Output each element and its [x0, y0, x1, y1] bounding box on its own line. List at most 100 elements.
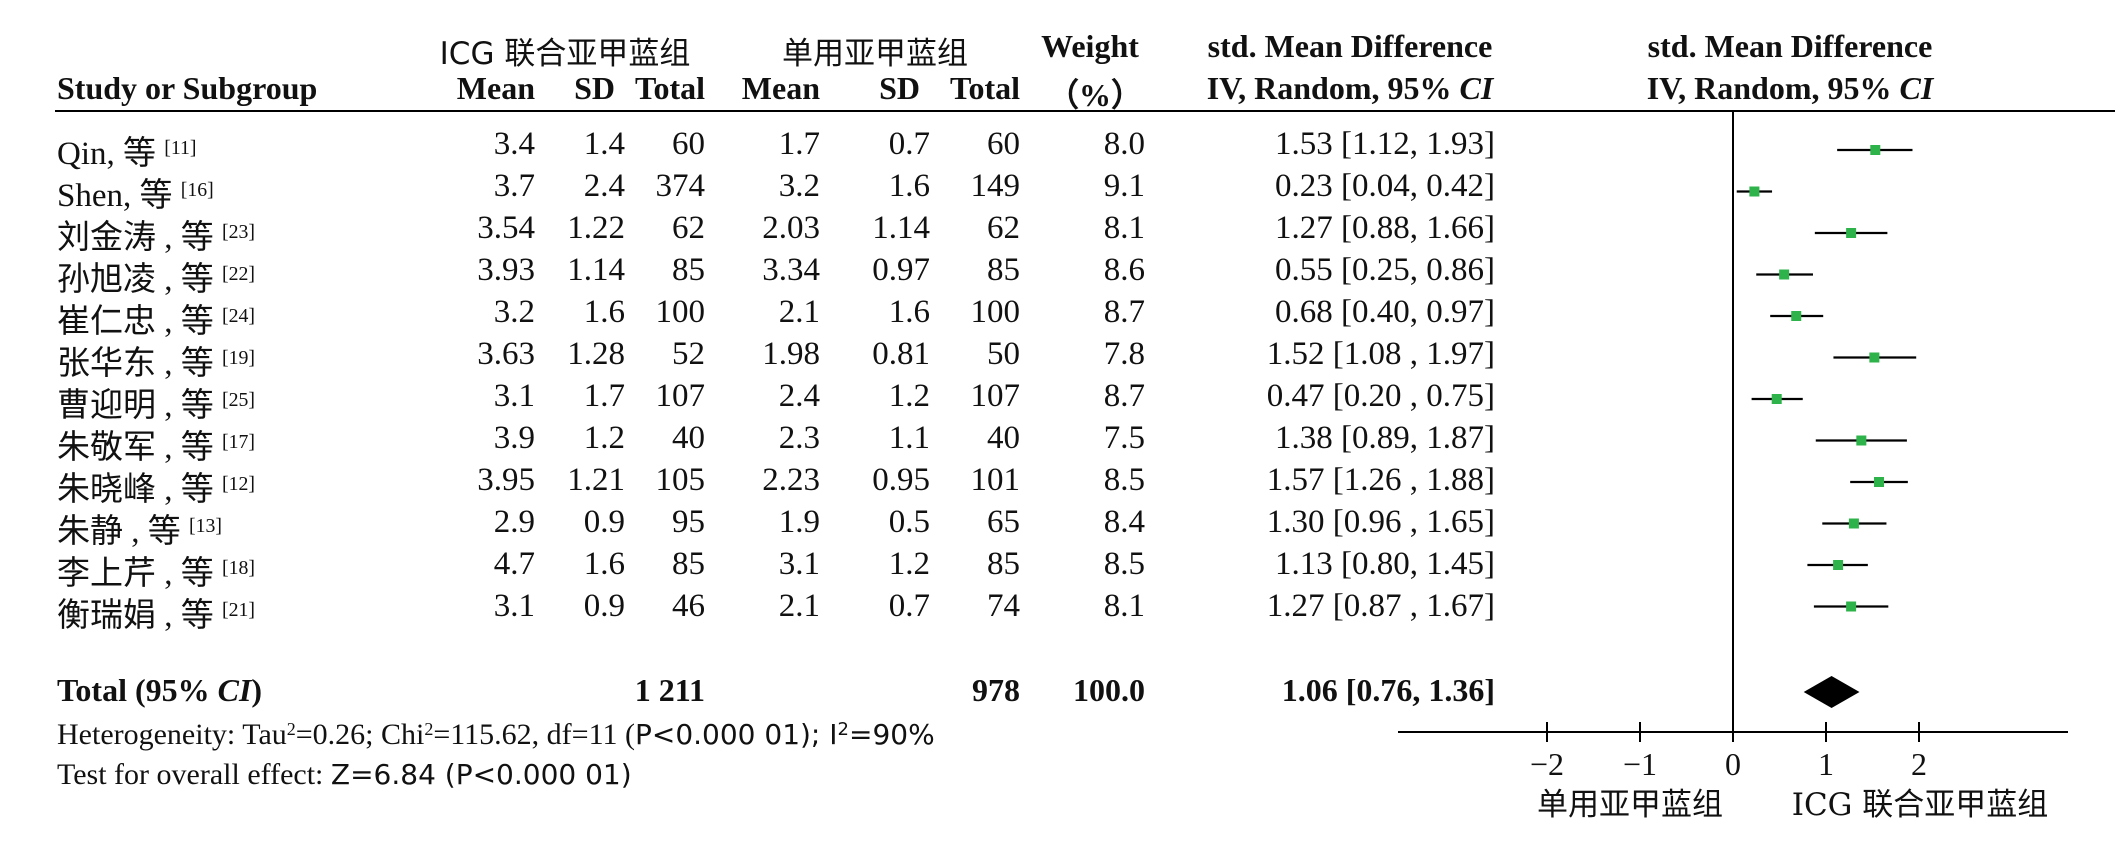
cell-ci-text: 0.55 [0.25, 0.86]	[1275, 252, 1495, 288]
x-tick-label: −2	[1530, 746, 1564, 782]
study-name: Qin, 等 [11]	[57, 136, 197, 172]
total1-header: Total	[635, 70, 705, 106]
study-name: 崔仁忠 , 等 [24]	[57, 304, 255, 340]
cell-n2: 85	[987, 252, 1020, 288]
cell-sd1: 1.22	[567, 210, 625, 246]
cell-sd1: 1.6	[583, 294, 625, 330]
total-n1: 1 211	[634, 672, 705, 708]
cell-n2: 101	[970, 462, 1021, 498]
cell-m1: 3.2	[493, 294, 535, 330]
cell-n1: 85	[672, 252, 705, 288]
cell-weight: 8.5	[1103, 462, 1145, 498]
cell-weight: 7.8	[1103, 336, 1145, 372]
cell-sd2: 0.7	[888, 588, 930, 624]
cell-m1: 4.7	[493, 546, 535, 582]
cell-ci-text: 1.57 [1.26 , 1.88]	[1266, 462, 1495, 498]
weight-header: Weight	[1041, 28, 1139, 64]
cell-sd2: 1.2	[888, 546, 930, 582]
study-name: 朱静 , 等 [13]	[57, 514, 222, 550]
study-name: 曹迎明 , 等 [25]	[57, 388, 255, 424]
cell-m1: 3.9	[493, 420, 535, 456]
cell-m2: 1.98	[762, 336, 820, 372]
cell-m2: 2.4	[778, 378, 820, 414]
cell-n2: 100	[970, 294, 1021, 330]
cell-m2: 3.2	[778, 168, 820, 204]
sd1-header: SD	[574, 70, 615, 106]
total2-header: Total	[950, 70, 1020, 106]
total-label: Total (95% CI)	[57, 672, 263, 708]
x-tick-label: 2	[1911, 746, 1927, 782]
cell-ci-text: 0.68 [0.40, 0.97]	[1275, 294, 1495, 330]
cell-n1: 62	[672, 210, 705, 246]
cell-m2: 3.34	[762, 252, 820, 288]
cell-ci-text: 1.13 [0.80, 1.45]	[1275, 546, 1495, 582]
cell-weight: 8.5	[1103, 546, 1145, 582]
cell-n2: 74	[987, 588, 1020, 624]
x-tick-label: 1	[1818, 746, 1834, 782]
cell-ci-text: 1.53 [1.12, 1.93]	[1275, 126, 1495, 162]
effect-marker	[1874, 477, 1885, 487]
x-tick-label: 0	[1725, 746, 1741, 782]
cell-weight: 8.7	[1103, 378, 1145, 414]
cell-n1: 40	[672, 420, 705, 456]
cell-sd1: 1.6	[583, 546, 625, 582]
ci-header-table: IV, Random, 95% CI	[1206, 70, 1494, 106]
cell-n1: 100	[655, 294, 706, 330]
cell-n1: 85	[672, 546, 705, 582]
cell-m1: 3.63	[477, 336, 535, 372]
cell-weight: 8.6	[1103, 252, 1145, 288]
cell-n2: 85	[987, 546, 1020, 582]
cell-sd2: 1.1	[888, 420, 930, 456]
cell-m1: 3.4	[493, 126, 535, 162]
effect-header-table: std. Mean Difference	[1207, 28, 1493, 64]
cell-sd2: 0.5	[888, 504, 930, 540]
effect-header-plot: std. Mean Difference	[1647, 28, 1933, 64]
cell-m2: 2.23	[762, 462, 820, 498]
pooled-diamond	[1803, 676, 1860, 708]
cell-sd1: 1.7	[583, 378, 625, 414]
cell-n1: 105	[655, 462, 706, 498]
effect-marker	[1869, 352, 1880, 363]
cell-weight: 8.1	[1103, 210, 1145, 246]
study-name: 朱晓峰 , 等 [12]	[57, 472, 255, 508]
group1-header: ICG 联合亚甲蓝组	[439, 36, 691, 72]
cell-sd2: 0.7	[888, 126, 930, 162]
cell-weight: 8.0	[1103, 126, 1145, 162]
cell-ci-text: 0.47 [0.20 , 0.75]	[1266, 378, 1495, 414]
cell-m1: 2.9	[493, 504, 535, 540]
cell-weight: 9.1	[1103, 168, 1145, 204]
cell-weight: 7.5	[1103, 420, 1145, 456]
cell-n1: 374	[655, 168, 706, 204]
effect-marker	[1856, 435, 1867, 446]
cell-weight: 8.1	[1103, 588, 1145, 624]
cell-m2: 1.7	[778, 126, 820, 162]
cell-sd1: 0.9	[583, 504, 625, 540]
effect-marker	[1771, 394, 1782, 404]
cell-ci-text: 1.52 [1.08 , 1.97]	[1266, 336, 1495, 372]
cell-sd2: 0.81	[872, 336, 930, 372]
cell-m2: 2.03	[762, 210, 820, 246]
effect-marker	[1749, 186, 1760, 197]
cell-weight: 8.4	[1103, 504, 1145, 540]
study-name: 李上芹 , 等 [18]	[57, 556, 255, 592]
effect-marker	[1779, 269, 1790, 280]
study-name: Shen, 等 [16]	[57, 178, 214, 214]
cell-ci-text: 1.30 [0.96 , 1.65]	[1266, 504, 1495, 540]
mean2-header: Mean	[741, 70, 820, 106]
cell-n2: 50	[987, 336, 1020, 372]
cell-ci-text: 1.27 [0.88, 1.66]	[1275, 210, 1495, 246]
total-weight: 100.0	[1073, 672, 1145, 708]
cell-sd2: 1.14	[872, 210, 930, 246]
study-name: 衡瑞娟 , 等 [21]	[57, 598, 255, 634]
study-name: 朱敬军 , 等 [17]	[57, 430, 255, 466]
cell-n1: 107	[655, 378, 706, 414]
effect-marker	[1846, 601, 1857, 612]
cell-ci-text: 1.27 [0.87 , 1.67]	[1266, 588, 1495, 624]
cell-sd2: 0.97	[872, 252, 930, 288]
ci-header-plot: IV, Random, 95% CI	[1646, 70, 1934, 106]
total-n2: 978	[972, 672, 1020, 708]
effect-marker	[1833, 560, 1844, 570]
cell-m2: 2.3	[778, 420, 820, 456]
cell-m2: 1.9	[778, 504, 820, 540]
